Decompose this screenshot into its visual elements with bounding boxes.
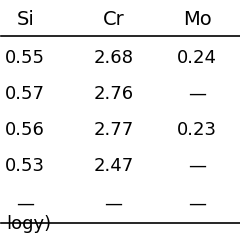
Text: logy): logy) (6, 215, 51, 233)
Text: 2.68: 2.68 (94, 48, 133, 66)
Text: —: — (105, 195, 123, 213)
Text: 0.53: 0.53 (5, 156, 45, 175)
Text: —: — (188, 195, 206, 213)
Text: —: — (16, 195, 34, 213)
Text: 2.47: 2.47 (93, 156, 134, 175)
Text: 0.56: 0.56 (5, 120, 45, 138)
Text: 2.77: 2.77 (93, 120, 134, 138)
Text: —: — (188, 85, 206, 103)
Text: 0.55: 0.55 (5, 48, 45, 66)
Text: 2.76: 2.76 (93, 85, 134, 103)
Text: —: — (188, 156, 206, 175)
Text: Cr: Cr (103, 10, 124, 29)
Text: Mo: Mo (183, 10, 211, 29)
Text: 0.57: 0.57 (5, 85, 45, 103)
Text: Si: Si (16, 10, 34, 29)
Text: 0.23: 0.23 (177, 120, 217, 138)
Text: 0.24: 0.24 (177, 48, 217, 66)
